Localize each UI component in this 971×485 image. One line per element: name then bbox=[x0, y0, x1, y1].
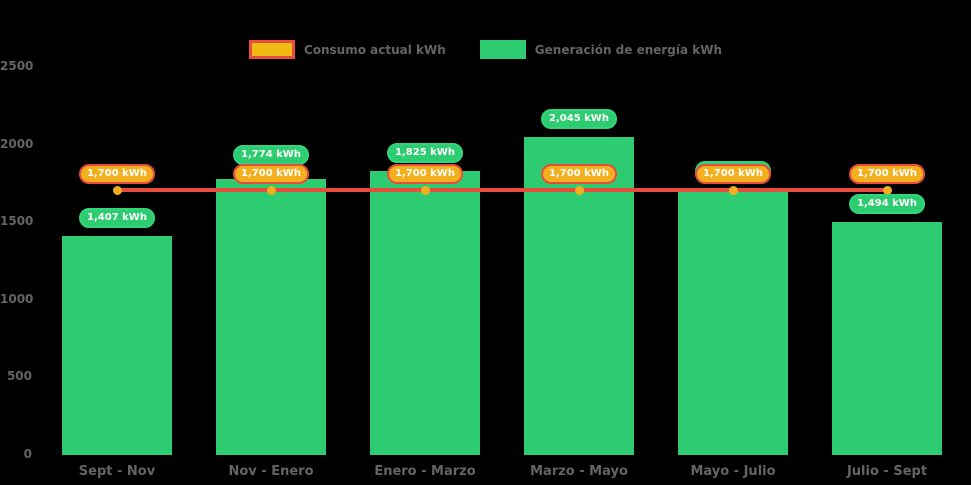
x-axis-label-enero-marzo: Enero - Marzo bbox=[374, 464, 476, 479]
consumption-value-label: 1,700 kWh bbox=[79, 164, 155, 185]
consumption-line bbox=[117, 188, 887, 193]
x-axis-label-nov-enero: Nov - Enero bbox=[228, 464, 314, 479]
line-point-enero-marzo[interactable] bbox=[420, 185, 430, 195]
generation-value-label: 1,774 kWh bbox=[233, 145, 309, 166]
x-axis-label-mayo-julio: Mayo - Julio bbox=[690, 464, 776, 479]
consumption-value-label: 1,700 kWh bbox=[233, 164, 309, 185]
legend-item-consumo-actual[interactable]: Consumo actual kWh bbox=[248, 40, 446, 59]
line-point-julio-sept[interactable] bbox=[882, 185, 892, 195]
consumption-value-label: 1,700 kWh bbox=[541, 164, 617, 185]
line-point-mayo-julio[interactable] bbox=[728, 185, 738, 195]
bar-sept-nov[interactable] bbox=[62, 235, 172, 455]
generation-value-label: 2,045 kWh bbox=[541, 108, 617, 129]
consumption-value-label: 1,700 kWh bbox=[387, 164, 463, 185]
generation-value-label: 1,494 kWh bbox=[849, 194, 925, 215]
legend-label-generacion-energia: Generación de energía kWh bbox=[534, 42, 723, 57]
line-point-marzo-mayo[interactable] bbox=[574, 185, 584, 195]
chart-legend: Consumo actual kWh Generación de energía… bbox=[0, 40, 971, 59]
y-axis-tick-label-2500: 2500 bbox=[0, 59, 34, 73]
generacion-energia-swatch-icon bbox=[479, 40, 526, 59]
generation-value-label: 1,407 kWh bbox=[79, 207, 155, 228]
bar-julio-sept[interactable] bbox=[832, 222, 942, 455]
y-axis-tick-label-500: 500 bbox=[6, 369, 32, 384]
y-axis-tick-label-2000: 2000 bbox=[0, 136, 34, 151]
x-axis-label-julio-sept: Julio - Sept bbox=[846, 464, 928, 479]
bar-nov-enero[interactable] bbox=[216, 178, 326, 455]
consumo-actual-swatch-icon bbox=[248, 40, 295, 59]
consumption-value-label: 1,700 kWh bbox=[849, 164, 925, 185]
bar-marzo-mayo[interactable] bbox=[524, 136, 634, 455]
y-axis-tick-label-1000: 1000 bbox=[0, 291, 34, 306]
bar-mayo-julio[interactable] bbox=[678, 190, 788, 455]
line-point-nov-enero[interactable] bbox=[266, 185, 276, 195]
y-axis-tick-label-1500: 1500 bbox=[0, 214, 34, 229]
consumption-value-label: 1,700 kWh bbox=[695, 164, 771, 185]
line-point-sept-nov[interactable] bbox=[112, 185, 122, 195]
legend-label-consumo-actual: Consumo actual kWh bbox=[303, 42, 446, 57]
bar-enero-marzo[interactable] bbox=[370, 170, 480, 455]
x-axis-label-marzo-mayo: Marzo - Mayo bbox=[530, 464, 628, 479]
x-axis-label-sept-nov: Sept - Nov bbox=[78, 464, 156, 479]
generation-value-label: 1,825 kWh bbox=[387, 142, 463, 163]
legend-item-generacion-energia[interactable]: Generación de energía kWh bbox=[479, 40, 723, 59]
y-axis-tick-label-0: 0 bbox=[23, 447, 32, 461]
